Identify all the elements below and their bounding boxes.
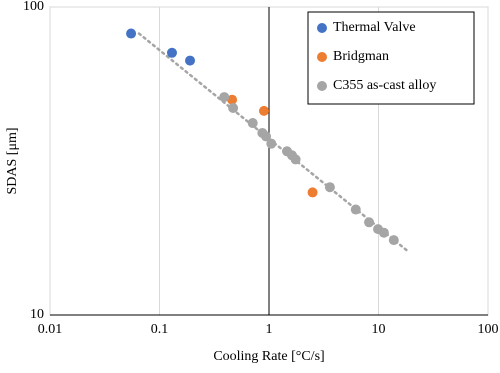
legend-label: Thermal Valve [333, 20, 416, 35]
data-point [227, 94, 238, 105]
data-point [378, 227, 389, 238]
y-axis-title: SDAS [μm] [5, 127, 20, 194]
data-point [219, 92, 230, 103]
data-point [258, 105, 269, 116]
data-point [290, 154, 301, 165]
data-point [126, 28, 137, 39]
data-point [261, 131, 272, 142]
x-tick-label: 100 [478, 322, 499, 337]
data-point [247, 118, 258, 129]
y-tick-label: 100 [23, 0, 44, 14]
data-point [228, 102, 239, 113]
x-axis-title: Cooling Rate [°C/s] [213, 349, 324, 364]
data-point [266, 138, 277, 149]
legend-marker [317, 81, 327, 91]
data-point [185, 55, 196, 66]
data-point [364, 217, 375, 228]
legend-marker [317, 52, 327, 62]
x-tick-label: 10 [372, 322, 386, 337]
legend-marker [317, 23, 327, 33]
x-tick-label: 1 [266, 322, 273, 337]
data-point [324, 182, 335, 193]
data-point [307, 187, 318, 198]
y-tick-label: 10 [30, 307, 44, 322]
data-point [388, 235, 399, 246]
data-point [166, 47, 177, 58]
legend-label: Bridgman [333, 49, 389, 64]
x-tick-label: 0.1 [151, 322, 169, 337]
legend-label: C355 as-cast alloy [333, 78, 436, 93]
x-tick-label: 0.01 [38, 322, 63, 337]
data-point [350, 204, 361, 215]
legend-box [307, 11, 475, 105]
